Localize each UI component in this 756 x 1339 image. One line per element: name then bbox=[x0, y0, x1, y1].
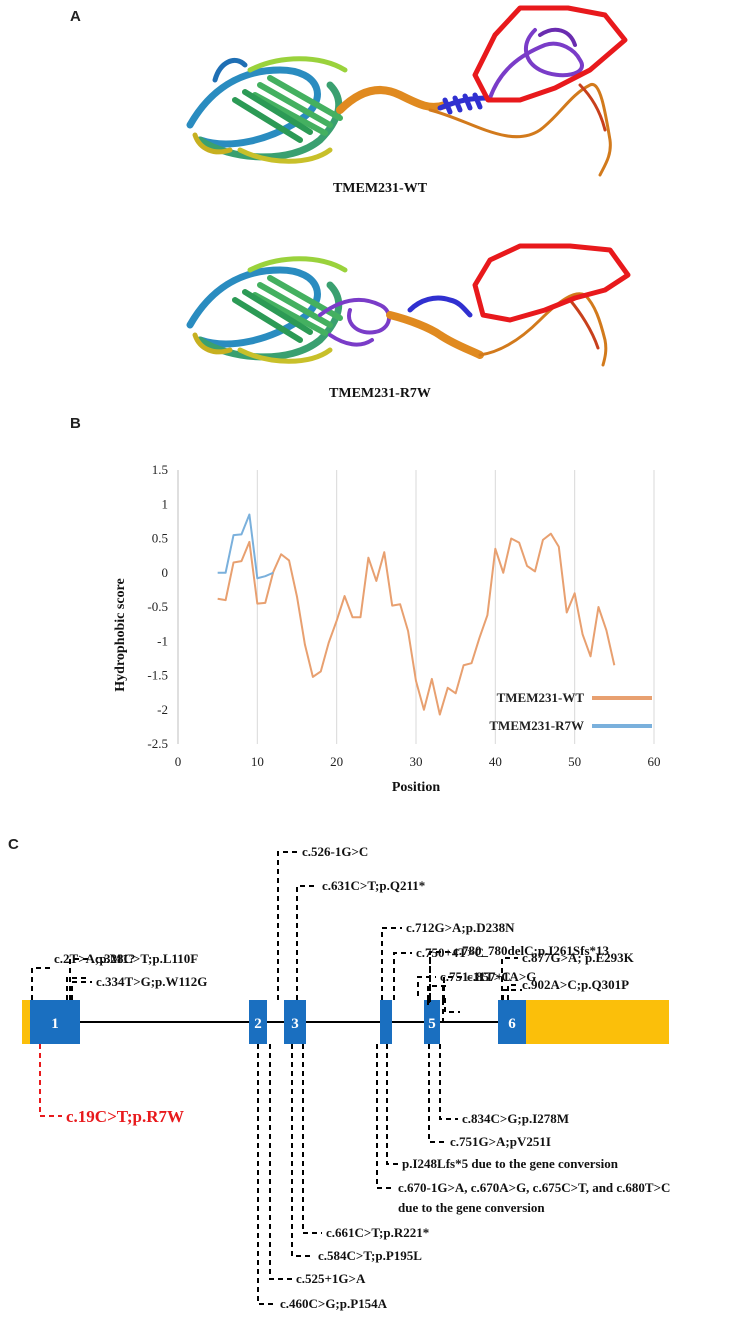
svg-text:2: 2 bbox=[254, 1016, 262, 1032]
utr-3prime bbox=[526, 1000, 669, 1044]
label-c712: c.712G>A;p.D238N bbox=[406, 920, 515, 935]
exon-5: 5 bbox=[424, 1000, 440, 1044]
gene-structure-diagram: 1 2 3 5 6 bbox=[22, 844, 670, 1311]
label-c902: c.902A>C;p.Q301P bbox=[522, 977, 629, 992]
exon-3: 3 bbox=[284, 1000, 306, 1044]
leader-c526 bbox=[277, 851, 298, 1000]
exon-1: 1 bbox=[30, 1000, 80, 1044]
chart-axes: 0 10 20 30 40 50 60 1.5 1 0.5 0 -0.5 -1 -1.5 -2 -2.5 bbox=[147, 462, 660, 769]
label-c526: c.526-1G>C bbox=[302, 844, 368, 859]
protein-structure-wt bbox=[186, 5, 628, 177]
chart-legend: TMEM231-WT TMEM231-R7W bbox=[489, 690, 652, 733]
label-p248: p.I248Lfs*5 due to the gene conversion bbox=[402, 1156, 619, 1171]
leader-r7w bbox=[39, 1044, 62, 1117]
leader-c631 bbox=[296, 885, 318, 1000]
leader-c712 bbox=[381, 927, 402, 1000]
label-c857: c.857+1A>G bbox=[467, 969, 536, 984]
label-c751: c.751G>A;pV251I bbox=[450, 1134, 551, 1149]
protein-structure-r7w bbox=[186, 243, 631, 367]
exon-2: 2 bbox=[249, 1000, 267, 1044]
label-c328: c.328C>T;p.L110F bbox=[95, 951, 198, 966]
y-tick-label: -2 bbox=[157, 702, 168, 717]
x-tick-label: 30 bbox=[410, 754, 423, 769]
leader-c661 bbox=[302, 1044, 322, 1234]
x-tick-label: 40 bbox=[489, 754, 502, 769]
leader-c2 bbox=[31, 967, 50, 1000]
caption-r7w: TMEM231-R7W bbox=[329, 386, 431, 401]
leader-c750 bbox=[393, 952, 412, 1000]
exon-6: 6 bbox=[498, 1000, 526, 1044]
y-tick-label: 0 bbox=[162, 565, 169, 580]
label-r7w: c.19C>T;p.R7W bbox=[66, 1107, 184, 1126]
svg-text:5: 5 bbox=[428, 1016, 436, 1032]
y-tick-label: 1 bbox=[162, 496, 169, 511]
label-c460: c.460C>G;p.P154A bbox=[280, 1296, 388, 1311]
label-c661: c.661C>T;p.R221* bbox=[326, 1225, 429, 1240]
leader-c834 bbox=[439, 1044, 458, 1120]
legend-label: TMEM231-WT bbox=[497, 690, 585, 705]
series-line-0 bbox=[217, 532, 616, 716]
panel-b-letter: B bbox=[70, 415, 81, 432]
x-tick-label: 50 bbox=[568, 754, 581, 769]
y-tick-label: -1 bbox=[157, 633, 168, 648]
panel-a: A TMEM231-WT bbox=[0, 0, 756, 401]
x-tick-label: 20 bbox=[330, 754, 343, 769]
label-c670-cont: due to the gene conversion bbox=[398, 1200, 545, 1215]
label-c670: c.670-1G>A, c.670A>G, c.675C>T, and c.68… bbox=[398, 1180, 670, 1195]
caption-wt: TMEM231-WT bbox=[332, 181, 428, 196]
label-c877: c.877G>A; p.E293K bbox=[522, 950, 635, 965]
label-c631: c.631C>T;p.Q211* bbox=[322, 878, 425, 893]
leader-c751 bbox=[428, 1044, 446, 1143]
label-c2: c.2T>A;p.M1? bbox=[54, 951, 135, 966]
leader-p248 bbox=[386, 1044, 398, 1165]
leader-c670 bbox=[376, 1044, 394, 1189]
y-tick-label: -1.5 bbox=[147, 668, 168, 683]
label-c780: c.780_780delC;p.I261Sfs*13 bbox=[453, 943, 610, 958]
x-tick-label: 0 bbox=[175, 754, 182, 769]
leader-c460 bbox=[257, 1044, 276, 1305]
exon-4 bbox=[380, 1000, 392, 1044]
y-axis-label: Hydrophobic score bbox=[113, 578, 128, 691]
label-c334: c.334T>G;p.W112G bbox=[96, 974, 207, 989]
label-c751-11: c.751-11T>C bbox=[440, 969, 511, 984]
label-c750: c.750+4T>C bbox=[416, 945, 484, 960]
x-tick-label: 60 bbox=[648, 754, 661, 769]
label-c584: c.584C>T;p.P195L bbox=[318, 1248, 422, 1263]
utr-5prime bbox=[22, 1000, 32, 1044]
legend-label: TMEM231-R7W bbox=[489, 718, 584, 733]
chart-series bbox=[217, 513, 616, 716]
svg-text:6: 6 bbox=[508, 1016, 516, 1032]
y-tick-label: -2.5 bbox=[147, 736, 168, 751]
leader-c525 bbox=[269, 1044, 292, 1280]
hydrophobicity-chart: 0 10 20 30 40 50 60 1.5 1 0.5 0 -0.5 -1 -1.5 -2 -2.5 TM… bbox=[113, 462, 661, 795]
series-line-1 bbox=[217, 513, 274, 580]
panel-a-letter: A bbox=[70, 8, 81, 25]
y-tick-label: 0.5 bbox=[152, 531, 168, 546]
panel-c-letter: C bbox=[8, 836, 19, 853]
y-tick-label: -0.5 bbox=[147, 599, 168, 614]
y-tick-label: 1.5 bbox=[152, 462, 168, 477]
chart-grid bbox=[256, 470, 655, 744]
leader-c584 bbox=[291, 1044, 314, 1257]
label-c834: c.834C>G;p.I278M bbox=[462, 1111, 569, 1126]
svg-text:1: 1 bbox=[51, 1016, 59, 1032]
label-c525: c.525+1G>A bbox=[296, 1271, 366, 1286]
svg-text:3: 3 bbox=[291, 1016, 299, 1032]
x-axis-label: Position bbox=[392, 780, 440, 795]
leader-c328 bbox=[66, 977, 87, 1000]
x-tick-label: 10 bbox=[251, 754, 264, 769]
